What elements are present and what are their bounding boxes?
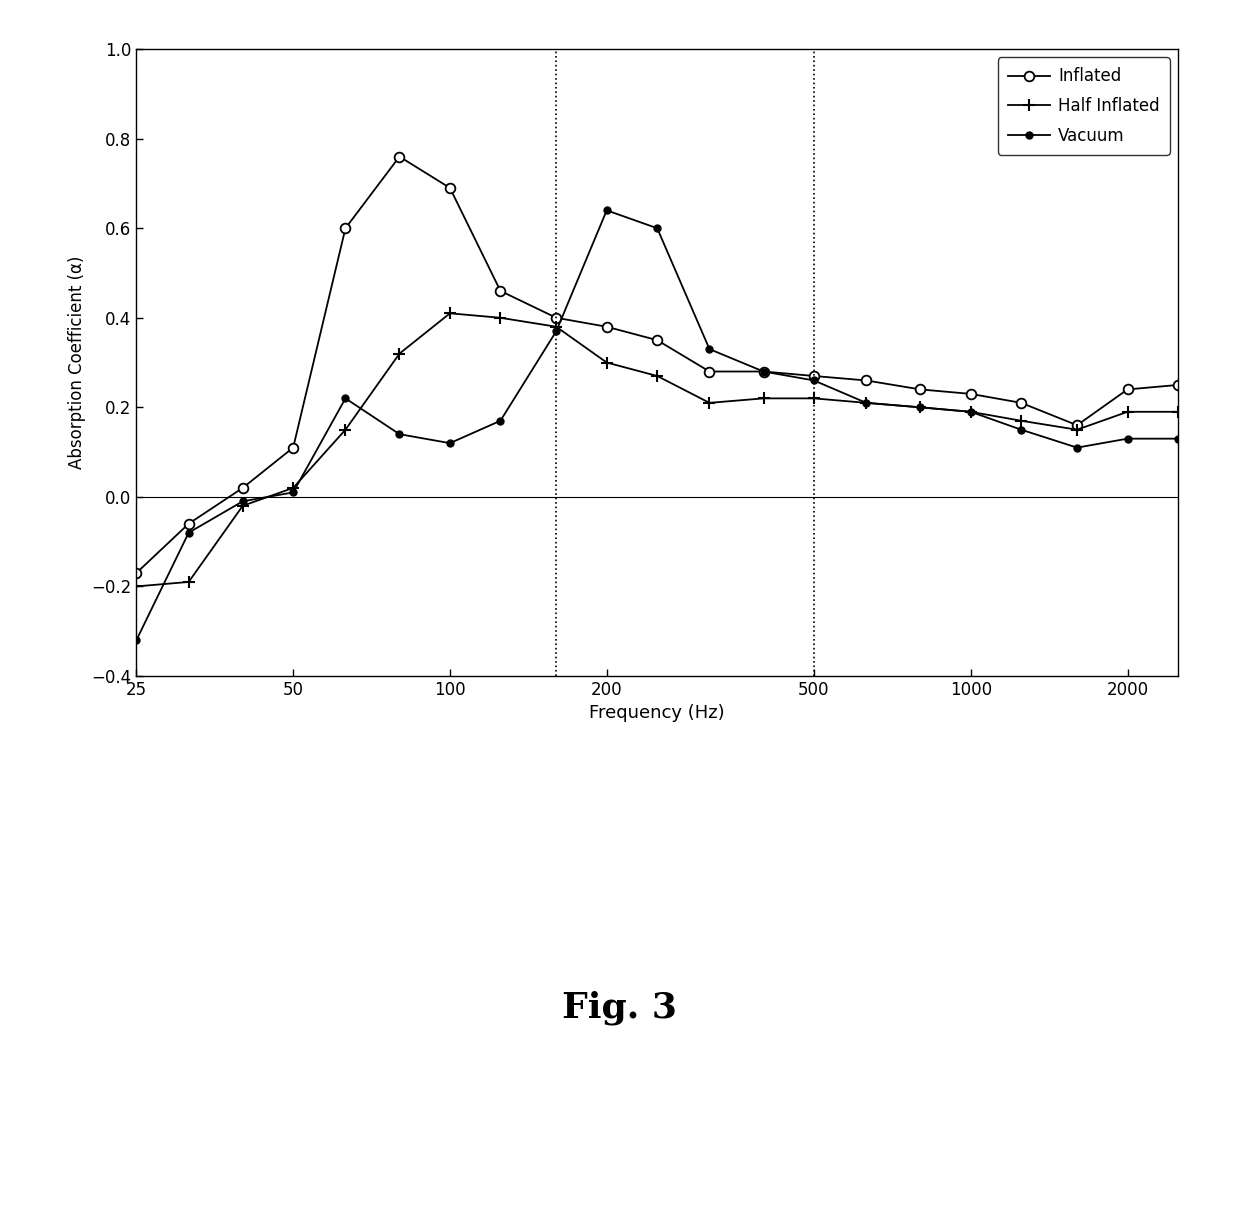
Half Inflated <box>702 396 717 410</box>
Inflated <box>650 333 665 348</box>
Vacuum <box>443 436 458 451</box>
Vacuum <box>392 426 407 441</box>
Inflated <box>494 284 508 299</box>
Inflated <box>549 311 564 326</box>
Half Inflated <box>339 423 353 438</box>
Inflated <box>236 481 250 495</box>
Inflated <box>756 364 771 379</box>
Legend: Inflated, Half Inflated, Vacuum: Inflated, Half Inflated, Vacuum <box>998 58 1169 155</box>
Half Inflated <box>963 404 978 419</box>
Inflated <box>599 320 614 334</box>
Line: Inflated: Inflated <box>131 151 1183 578</box>
Vacuum <box>285 485 300 500</box>
Inflated <box>339 221 353 236</box>
Vacuum <box>1014 423 1029 438</box>
Vacuum <box>1070 440 1085 455</box>
Inflated <box>129 565 144 580</box>
Vacuum <box>756 364 771 379</box>
Vacuum <box>963 404 978 419</box>
Inflated <box>181 516 196 531</box>
Vacuum <box>859 396 874 410</box>
Text: Fig. 3: Fig. 3 <box>563 991 677 1025</box>
Half Inflated <box>285 481 300 495</box>
Half Inflated <box>806 391 821 406</box>
Half Inflated <box>599 355 614 370</box>
Half Inflated <box>129 579 144 594</box>
X-axis label: Frequency (Hz): Frequency (Hz) <box>589 704 725 723</box>
Vacuum <box>1120 431 1135 446</box>
Half Inflated <box>913 399 928 414</box>
Inflated <box>1120 382 1135 397</box>
Inflated <box>1070 418 1085 433</box>
Inflated <box>702 364 717 379</box>
Inflated <box>392 149 407 163</box>
Half Inflated <box>1070 423 1085 438</box>
Vacuum <box>913 399 928 414</box>
Vacuum <box>549 324 564 339</box>
Half Inflated <box>1120 404 1135 419</box>
Vacuum <box>599 203 614 218</box>
Inflated <box>859 374 874 388</box>
Half Inflated <box>494 311 508 326</box>
Half Inflated <box>1014 413 1029 428</box>
Half Inflated <box>181 574 196 589</box>
Inflated <box>913 382 928 397</box>
Inflated <box>806 369 821 383</box>
Half Inflated <box>392 347 407 361</box>
Inflated <box>963 386 978 401</box>
Inflated <box>1014 396 1029 410</box>
Vacuum <box>339 391 353 406</box>
Vacuum <box>1171 431 1185 446</box>
Y-axis label: Absorption Coefficient (α): Absorption Coefficient (α) <box>68 256 86 469</box>
Vacuum <box>650 221 665 236</box>
Line: Half Inflated: Half Inflated <box>130 307 1184 592</box>
Vacuum <box>236 494 250 509</box>
Vacuum <box>181 525 196 540</box>
Inflated <box>443 181 458 195</box>
Half Inflated <box>756 391 771 406</box>
Half Inflated <box>443 306 458 321</box>
Vacuum <box>129 633 144 648</box>
Half Inflated <box>236 499 250 514</box>
Inflated <box>1171 377 1185 392</box>
Vacuum <box>806 374 821 388</box>
Half Inflated <box>1171 404 1185 419</box>
Half Inflated <box>650 369 665 383</box>
Vacuum <box>494 413 508 428</box>
Inflated <box>285 440 300 455</box>
Line: Vacuum: Vacuum <box>133 206 1182 644</box>
Half Inflated <box>549 320 564 334</box>
Half Inflated <box>859 396 874 410</box>
Vacuum <box>702 342 717 356</box>
